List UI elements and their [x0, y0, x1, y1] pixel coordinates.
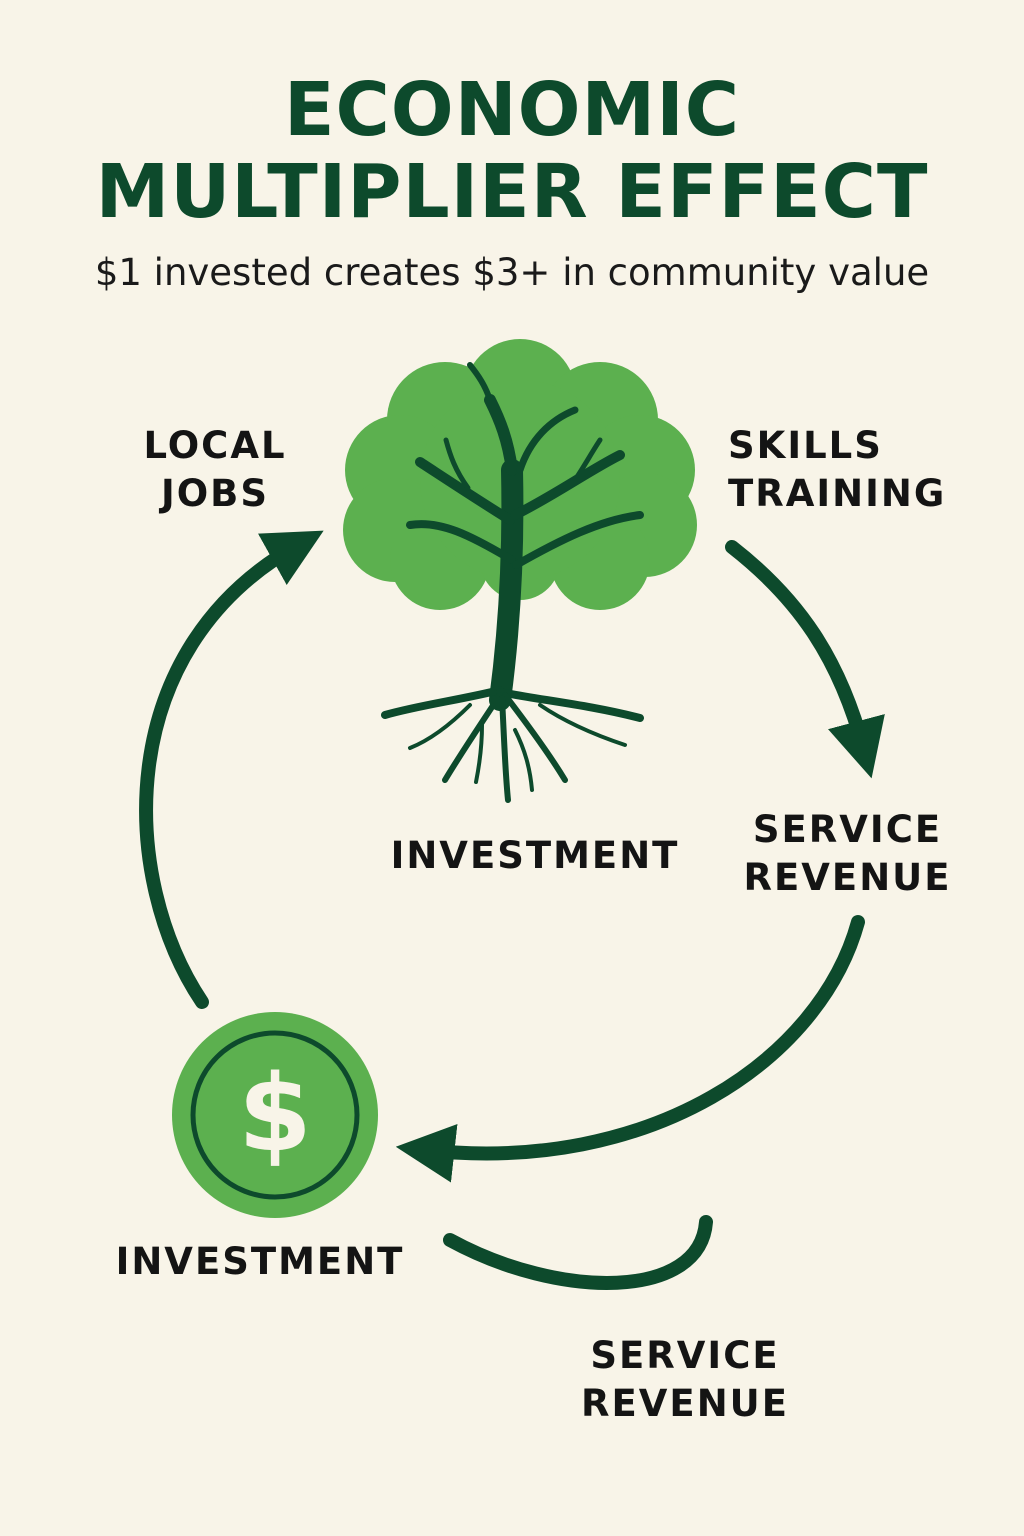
arrow-bottom-loop: [443, 1215, 713, 1290]
label-service-revenue-bottom-line-2: REVENUE: [581, 1382, 789, 1425]
label-service-revenue-right: SERVICE REVENUE: [740, 806, 955, 902]
label-local-jobs: LOCAL JOBS: [120, 422, 310, 518]
label-skills-training-line-2: TRAINING: [728, 472, 947, 515]
label-skills-training-line-1: SKILLS: [728, 424, 883, 467]
label-local-jobs-line-1: LOCAL: [143, 424, 287, 467]
label-service-revenue-right-line-2: REVENUE: [743, 856, 952, 899]
dollar-coin-icon: $: [172, 1012, 378, 1218]
title-line-1: ECONOMIC: [283, 67, 741, 153]
coin-dollar-symbol: $: [238, 1052, 312, 1175]
tree-trunk-and-roots: [381, 362, 644, 803]
arrow-revenue-to-investment: [395, 915, 865, 1183]
subtitle: $1 invested creates $3+ in community val…: [94, 251, 930, 294]
title-line-2: MULTIPLIER EFFECT: [95, 149, 929, 235]
label-service-revenue-right-line-1: SERVICE: [752, 808, 943, 851]
label-service-revenue-bottom-line-1: SERVICE: [590, 1334, 780, 1377]
label-tree-investment: INVESTMENT: [390, 834, 680, 877]
arrow-jobs-to-tree: [139, 530, 324, 1009]
label-local-jobs-line-2: JOBS: [160, 472, 270, 515]
label-service-revenue-bottom: SERVICE REVENUE: [575, 1332, 795, 1428]
label-skills-training: SKILLS TRAINING: [728, 422, 946, 518]
arrow-training-to-revenue: [725, 540, 885, 779]
cycle-arrows: [139, 530, 885, 1290]
tree-icon: [343, 339, 697, 803]
label-coin-investment: INVESTMENT: [115, 1240, 405, 1283]
